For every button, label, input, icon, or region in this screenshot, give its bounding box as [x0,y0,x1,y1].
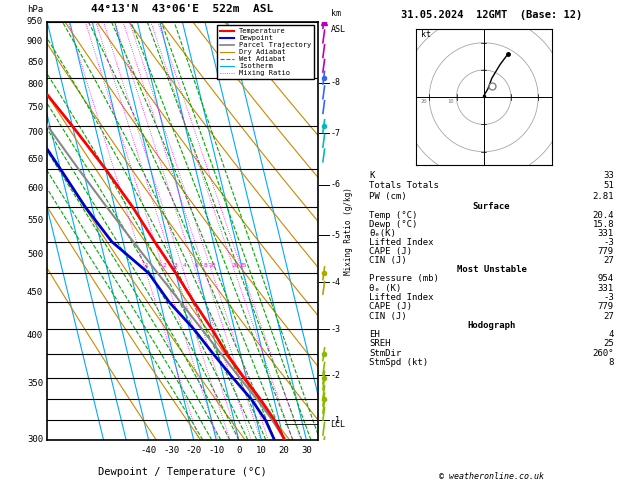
Text: 0: 0 [236,446,242,455]
Text: 27: 27 [603,256,614,265]
Text: -5: -5 [331,230,340,240]
Text: © weatheronline.co.uk: © weatheronline.co.uk [439,472,544,481]
Text: 8: 8 [609,358,614,367]
Text: -2: -2 [331,371,340,380]
Text: -7: -7 [331,129,340,138]
Text: Dewpoint / Temperature (°C): Dewpoint / Temperature (°C) [98,467,267,477]
Text: 4: 4 [609,330,614,339]
Text: θₑ (K): θₑ (K) [369,284,401,293]
Text: Lifted Index: Lifted Index [369,293,433,302]
Text: -40: -40 [140,446,157,455]
Text: 51: 51 [603,181,614,191]
Text: 6: 6 [194,263,198,268]
Text: 600: 600 [27,184,43,193]
Text: -3: -3 [331,325,340,333]
Text: θₑ(K): θₑ(K) [369,229,396,238]
Text: 400: 400 [27,331,43,340]
Text: 30: 30 [301,446,312,455]
Text: 500: 500 [27,250,43,259]
Text: 2.81: 2.81 [593,192,614,201]
Text: 850: 850 [27,58,43,67]
Text: LCL: LCL [331,420,345,429]
Text: 650: 650 [27,155,43,164]
Text: Lifted Index: Lifted Index [369,238,433,247]
Text: 20.4: 20.4 [593,211,614,220]
Text: ASL: ASL [331,25,345,35]
Text: 20: 20 [231,263,239,268]
Text: 10: 10 [256,446,267,455]
Text: 750: 750 [27,103,43,112]
Text: 20: 20 [279,446,289,455]
Text: 800: 800 [27,80,43,88]
Text: 25: 25 [603,339,614,348]
Text: -3: -3 [603,293,614,302]
Text: hPa: hPa [27,4,43,14]
Text: 350: 350 [27,380,43,388]
Text: 700: 700 [27,128,43,137]
Legend: Temperature, Dewpoint, Parcel Trajectory, Dry Adiabat, Wet Adiabat, Isotherm, Mi: Temperature, Dewpoint, Parcel Trajectory… [217,25,314,79]
Text: CAPE (J): CAPE (J) [369,247,412,256]
Text: 450: 450 [27,288,43,297]
Text: 550: 550 [27,216,43,225]
Text: 1: 1 [145,263,148,268]
Text: CIN (J): CIN (J) [369,312,407,321]
Text: kt: kt [421,30,431,39]
Text: Surface: Surface [473,202,510,211]
Text: -4: -4 [331,278,340,287]
Text: 20: 20 [420,99,426,104]
Text: 950: 950 [27,17,43,26]
Text: Pressure (mb): Pressure (mb) [369,274,439,283]
Text: EH: EH [369,330,380,339]
Text: 4: 4 [182,263,186,268]
Text: CAPE (J): CAPE (J) [369,302,412,312]
Text: 15.8: 15.8 [593,220,614,229]
Text: Hodograph: Hodograph [467,321,516,330]
Text: -3: -3 [603,238,614,247]
Text: K: K [369,171,374,180]
Text: 44°13'N  43°06'E  522m  ASL: 44°13'N 43°06'E 522m ASL [91,3,274,14]
Text: -20: -20 [186,446,202,455]
Text: StmDir: StmDir [369,348,401,358]
Text: 900: 900 [27,37,43,46]
Text: 8: 8 [203,263,207,268]
Text: -10: -10 [208,446,225,455]
Text: Temp (°C): Temp (°C) [369,211,418,220]
Text: 31.05.2024  12GMT  (Base: 12): 31.05.2024 12GMT (Base: 12) [401,10,582,20]
Text: 779: 779 [598,302,614,312]
Text: PW (cm): PW (cm) [369,192,407,201]
Text: 779: 779 [598,247,614,256]
Text: 10: 10 [447,99,454,104]
Text: -8: -8 [331,78,340,87]
Text: Dewp (°C): Dewp (°C) [369,220,418,229]
Text: 260°: 260° [593,348,614,358]
Text: km: km [331,9,340,17]
Text: 10: 10 [209,263,216,268]
Text: -1: -1 [331,416,340,425]
Text: Mixing Ratio (g/kg): Mixing Ratio (g/kg) [345,187,353,275]
Text: 954: 954 [598,274,614,283]
Text: CIN (J): CIN (J) [369,256,407,265]
Text: StmSpd (kt): StmSpd (kt) [369,358,428,367]
Text: Totals Totals: Totals Totals [369,181,439,191]
Text: 25: 25 [240,263,247,268]
Text: 3: 3 [174,263,178,268]
Text: 33: 33 [603,171,614,180]
Text: -30: -30 [163,446,179,455]
Text: Most Unstable: Most Unstable [457,265,526,274]
Text: 27: 27 [603,312,614,321]
Text: 331: 331 [598,229,614,238]
Text: 300: 300 [27,435,43,444]
Text: 2: 2 [163,263,167,268]
Text: -6: -6 [331,180,340,189]
Text: 331: 331 [598,284,614,293]
Text: SREH: SREH [369,339,391,348]
